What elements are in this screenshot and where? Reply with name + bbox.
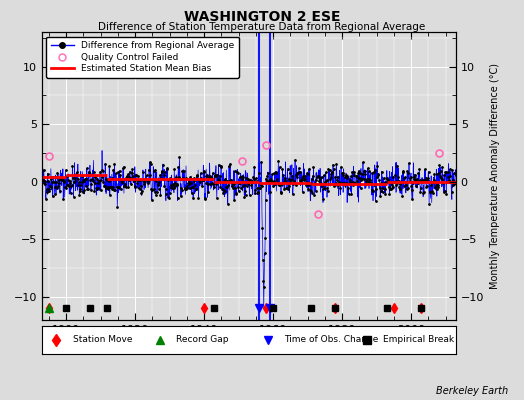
Text: Time of Obs. Change: Time of Obs. Change bbox=[284, 336, 378, 344]
Y-axis label: Monthly Temperature Anomaly Difference (°C): Monthly Temperature Anomaly Difference (… bbox=[489, 63, 500, 289]
Text: Berkeley Earth: Berkeley Earth bbox=[436, 386, 508, 396]
Text: Difference of Station Temperature Data from Regional Average: Difference of Station Temperature Data f… bbox=[99, 22, 425, 32]
Text: WASHINGTON 2 ESE: WASHINGTON 2 ESE bbox=[184, 10, 340, 24]
Text: Station Move: Station Move bbox=[73, 336, 133, 344]
Text: Empirical Break: Empirical Break bbox=[384, 336, 454, 344]
Legend: Difference from Regional Average, Quality Control Failed, Estimated Station Mean: Difference from Regional Average, Qualit… bbox=[47, 36, 238, 78]
Text: Record Gap: Record Gap bbox=[177, 336, 229, 344]
